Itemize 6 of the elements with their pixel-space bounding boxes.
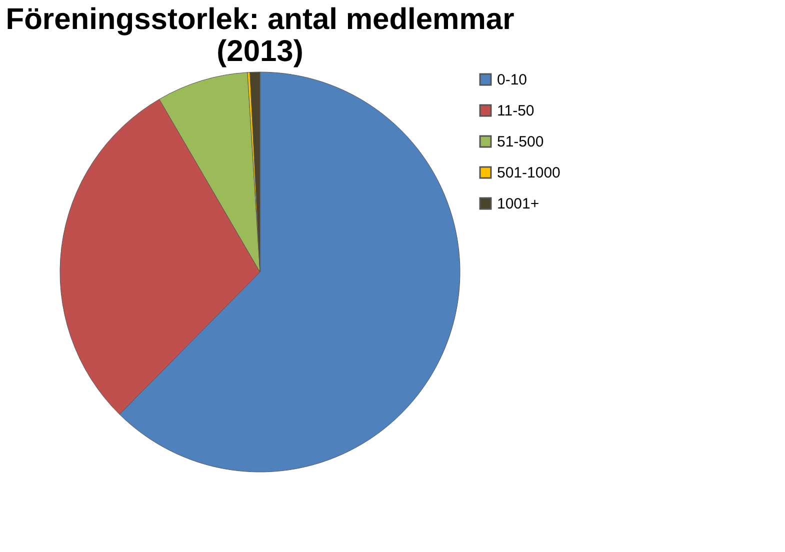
- legend-label: 501-1000: [497, 164, 560, 182]
- legend-label: 1001+: [497, 196, 540, 212]
- legend-label: 0-10: [497, 72, 528, 88]
- legend-label: 11-50: [497, 102, 534, 120]
- legend-label: 51-500: [497, 134, 544, 150]
- chart-title: Föreningsstorlek: antal medlemmar (2013): [6, 3, 515, 68]
